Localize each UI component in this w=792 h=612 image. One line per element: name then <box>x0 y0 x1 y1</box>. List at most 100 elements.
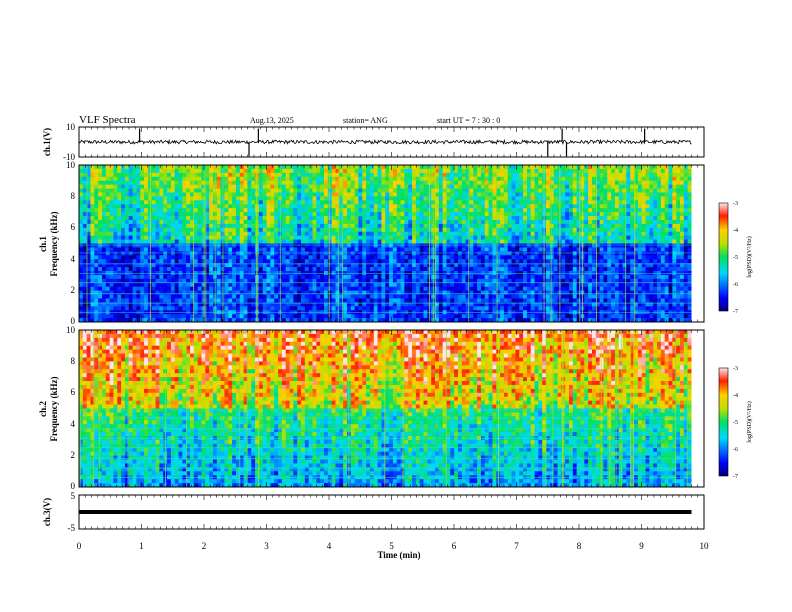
spectrogram-cell <box>90 165 95 170</box>
spectrogram-cell <box>247 180 252 186</box>
spectrogram-cell <box>400 259 405 264</box>
spectrogram-cell <box>243 180 248 186</box>
spectrogram-cell <box>86 200 91 205</box>
spectrogram-cell <box>523 200 528 205</box>
spectrogram-cell <box>113 259 118 264</box>
spectrogram-cell <box>354 204 359 209</box>
spectrogram-cell <box>366 251 371 256</box>
spectrogram-cell <box>140 243 145 248</box>
spectrogram-cell <box>461 278 467 284</box>
spectrogram-cell <box>94 196 99 201</box>
spectrogram-cell <box>492 235 497 240</box>
spectrogram-cell <box>239 184 245 189</box>
spectrogram-cell <box>484 302 490 307</box>
spectrogram-cell <box>358 318 363 323</box>
spectrogram-cell <box>442 227 447 233</box>
spectrogram-cell <box>385 278 390 284</box>
spectrogram-cell <box>331 227 336 233</box>
spectrogram-cell <box>178 251 183 256</box>
spectrogram-cell <box>86 208 91 213</box>
spectrogram-cell <box>170 188 176 193</box>
spectrogram-cell <box>128 259 133 264</box>
spectrogram-cell <box>178 231 183 237</box>
spectrogram-cell <box>266 302 271 307</box>
spectrogram-cell <box>454 274 459 280</box>
spectrogram-cell <box>170 302 176 307</box>
spectrogram-cell <box>124 247 130 252</box>
spectrogram-cell <box>316 219 321 225</box>
spectrogram-cell <box>396 314 401 319</box>
spectrogram-cell <box>232 231 237 237</box>
spectrogram-cell <box>159 208 164 213</box>
spectrogram-cell <box>553 200 558 205</box>
spectrogram-cell <box>136 243 141 248</box>
spectrogram-cell <box>324 255 329 260</box>
spectrogram-cell <box>316 318 321 323</box>
spectrogram-cell <box>419 286 424 292</box>
spectrogram-cell <box>396 223 401 229</box>
spectrogram-cell <box>201 216 206 221</box>
spectrogram-cell <box>389 168 394 174</box>
spectrogram-cell <box>121 231 126 237</box>
spectrogram-cell <box>377 282 382 288</box>
spectrogram-cell <box>526 172 532 178</box>
spectrogram-cell <box>350 306 356 311</box>
spectrogram-cell <box>408 168 413 174</box>
spectrogram-cell <box>404 243 409 248</box>
spectrogram-cell <box>262 204 267 209</box>
spectrogram-cell <box>519 251 524 256</box>
spectrogram-cell <box>316 188 321 193</box>
spectrogram-cell <box>170 267 176 272</box>
spectrogram-cell <box>235 259 241 264</box>
spectrogram-cell <box>511 172 516 178</box>
spectrogram-cell <box>304 302 310 307</box>
spectrogram-cell <box>128 227 133 233</box>
spectrogram-cell <box>488 235 493 240</box>
spectrogram-cell <box>446 302 451 307</box>
spectrogram-cell <box>205 192 210 197</box>
spectrogram-cell <box>297 216 302 221</box>
spectrogram-cell <box>496 278 501 284</box>
spectrogram-cell <box>136 200 141 205</box>
spectrogram-cell <box>266 200 271 205</box>
spectrogram-cell <box>477 184 482 189</box>
spectrogram-cell <box>121 196 126 201</box>
spectrogram-cell <box>98 302 103 307</box>
spectrogram-cell <box>197 208 202 213</box>
spectrogram-cell <box>503 223 509 229</box>
spectrogram-cell <box>400 184 405 189</box>
spectrogram-cell <box>419 208 424 213</box>
spectrogram-cell <box>496 306 501 311</box>
spectrogram-cell <box>289 200 294 205</box>
spectrogram-cell <box>469 247 474 252</box>
spectrogram-cell <box>132 294 137 299</box>
spectrogram-cell <box>151 208 156 213</box>
spectrogram-cell <box>228 306 233 311</box>
spectrogram-cell <box>293 294 298 299</box>
spectrogram-cell <box>174 298 179 303</box>
spectrogram-cell <box>159 204 164 209</box>
spectrogram-cell <box>438 314 444 319</box>
spectrogram-cell <box>507 290 512 295</box>
spectrogram-cell <box>503 247 509 252</box>
spectrogram-cell <box>473 239 478 244</box>
spectrogram-cell <box>369 286 375 292</box>
spectrogram-cell <box>98 172 103 178</box>
spectrogram-cell <box>197 231 202 237</box>
spectrogram-cell <box>473 306 478 311</box>
spectrogram-cell <box>553 196 558 201</box>
spectrogram-cell <box>343 192 348 197</box>
spectrogram-cell <box>515 235 520 240</box>
spectrogram-cell <box>450 255 455 260</box>
spectrogram-cell <box>167 286 172 292</box>
spectrogram-cell <box>274 294 279 299</box>
spectrogram-cell <box>496 208 501 213</box>
spectrogram-cell <box>507 227 512 233</box>
spectrogram-cell <box>193 172 199 178</box>
spectrogram-cell <box>182 227 187 233</box>
spectrogram-cell <box>446 219 451 225</box>
spectrogram-cell <box>335 274 340 280</box>
spectrogram-cell <box>144 192 149 197</box>
spectrogram-cell <box>335 298 340 303</box>
spectrogram-cell <box>324 306 329 311</box>
